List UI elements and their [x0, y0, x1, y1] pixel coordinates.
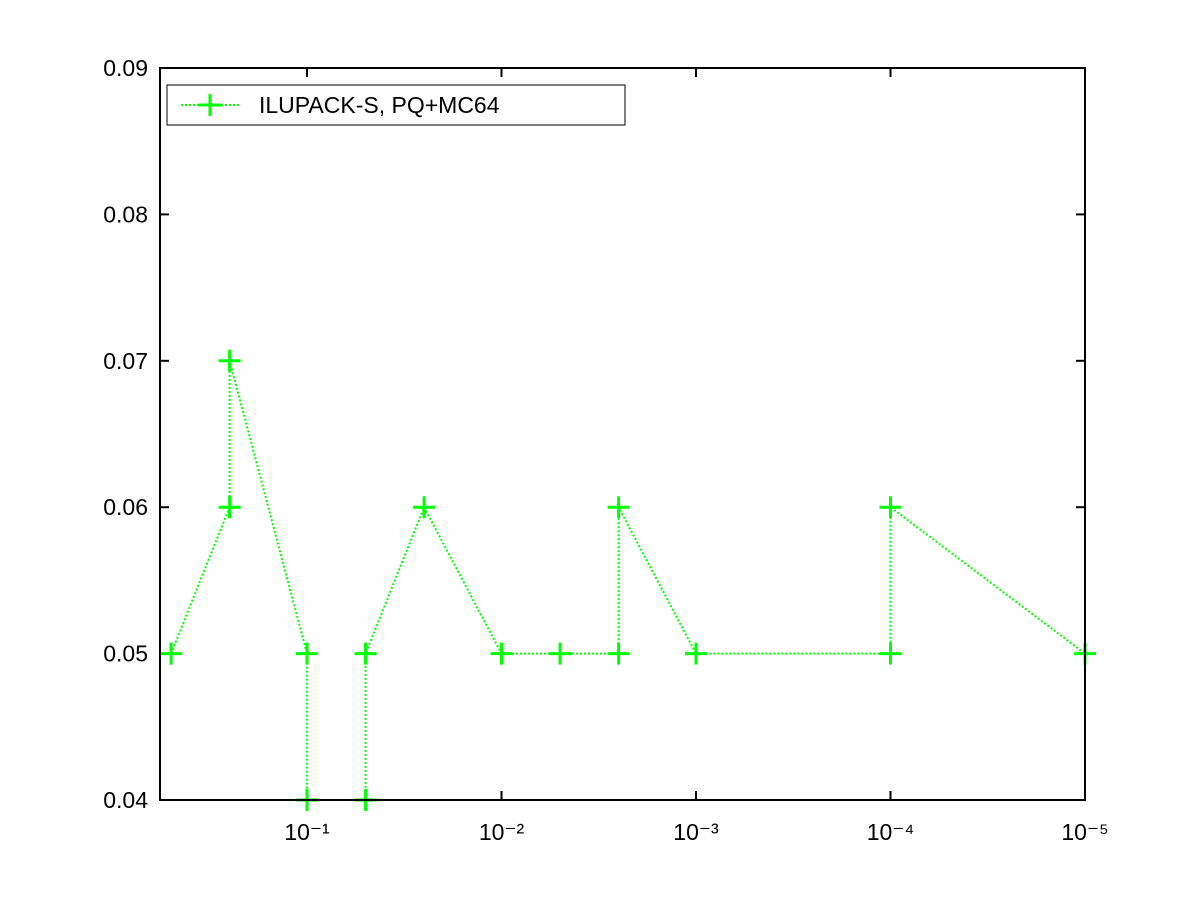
x-tick-label: 10⁻¹: [284, 819, 330, 845]
x-tick-label: 10⁻³: [673, 819, 719, 845]
point-marker: [354, 642, 377, 665]
legend-box: [166, 84, 626, 126]
x-tick-label: 10⁻²: [479, 819, 525, 845]
point-marker: [879, 496, 902, 519]
y-tick-label: 0.05: [103, 641, 148, 667]
point-marker: [413, 496, 436, 519]
legend-marker: [199, 94, 221, 116]
point-marker: [490, 642, 513, 665]
point-marker: [160, 642, 183, 665]
axes-box: [159, 67, 1086, 801]
point-marker: [296, 642, 319, 665]
x-tick-label: 10⁻⁴: [867, 819, 915, 845]
point-marker: [218, 349, 241, 372]
y-tick-label: 0.06: [103, 494, 148, 520]
x-tick-label: 10⁻⁵: [1061, 819, 1108, 845]
point-marker: [607, 496, 630, 519]
point-marker: [218, 496, 241, 519]
point-marker: [685, 642, 708, 665]
point-marker: [879, 642, 902, 665]
point-marker: [607, 642, 630, 665]
y-tick-label: 0.08: [103, 201, 148, 227]
plot-area: [160, 68, 1085, 800]
y-tick-label: 0.04: [103, 787, 148, 813]
y-tick-label: 0.09: [103, 55, 148, 81]
point-marker: [549, 642, 572, 665]
legend-label: ILUPACK-S, PQ+MC64: [259, 92, 500, 118]
y-tick-label: 0.07: [103, 348, 148, 374]
